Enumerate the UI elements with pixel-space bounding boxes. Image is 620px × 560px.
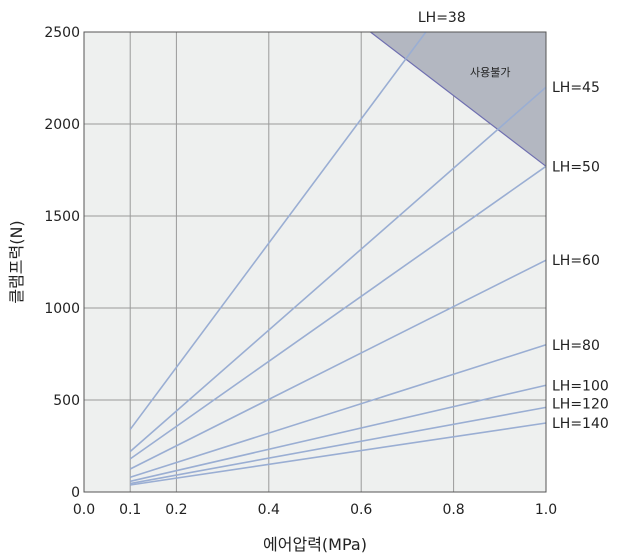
series-label-1: LH=45	[552, 80, 600, 96]
x-tick-label: 1.0	[535, 502, 557, 518]
plot-background	[84, 32, 546, 492]
x-tick-label: 0.6	[350, 502, 372, 518]
series-line-3	[129, 259, 547, 470]
series-label-5: LH=100	[552, 378, 609, 394]
x-tick-label: 0.4	[258, 502, 280, 518]
series-line-6	[130, 406, 547, 485]
series-line-5	[130, 384, 547, 483]
unusable-region-label: 사용불가	[470, 66, 510, 79]
series-label-2: LH=50	[552, 159, 600, 175]
series-label-0: LH=38	[418, 10, 466, 26]
series-lines	[129, 31, 547, 486]
series-line-4	[129, 344, 547, 479]
y-tick-label: 0	[71, 485, 80, 501]
series-label-3: LH=60	[552, 253, 600, 269]
y-tick-label: 500	[53, 393, 80, 409]
series-label-6: LH=120	[552, 396, 609, 412]
y-tick-label: 1500	[44, 209, 80, 225]
x-tick-label: 0.8	[442, 502, 464, 518]
y-tick-label: 2500	[44, 25, 80, 41]
series-line-1	[129, 86, 547, 453]
series-label-7: LH=140	[552, 416, 609, 432]
x-tick-label: 0.0	[73, 502, 95, 518]
plot-frame	[83, 31, 547, 493]
y-axis-ticks: 0 500 1000 1500 2000 2500	[44, 25, 80, 501]
x-tick-label: 0.2	[165, 502, 187, 518]
x-tick-label: 0.1	[119, 502, 141, 518]
y-tick-label: 2000	[44, 117, 80, 133]
y-axis-label: 클램프력(N)	[7, 220, 26, 303]
x-axis-label: 에어압력(MPa)	[263, 535, 367, 554]
series-line-7	[130, 422, 547, 486]
unusable-region-boundary	[370, 31, 547, 167]
grid	[84, 32, 546, 492]
series-label-4: LH=80	[552, 338, 600, 354]
series-labels: LH=38 LH=45 LH=50 LH=60 LH=80 LH=100 LH=120 LH=…	[418, 10, 609, 432]
y-tick-label: 1000	[44, 301, 80, 317]
series-line-2	[129, 165, 547, 460]
series-line-0	[129, 31, 427, 430]
x-axis-ticks: 0.0 0.1 0.2 0.4 0.6 0.8 1.0	[73, 502, 557, 518]
